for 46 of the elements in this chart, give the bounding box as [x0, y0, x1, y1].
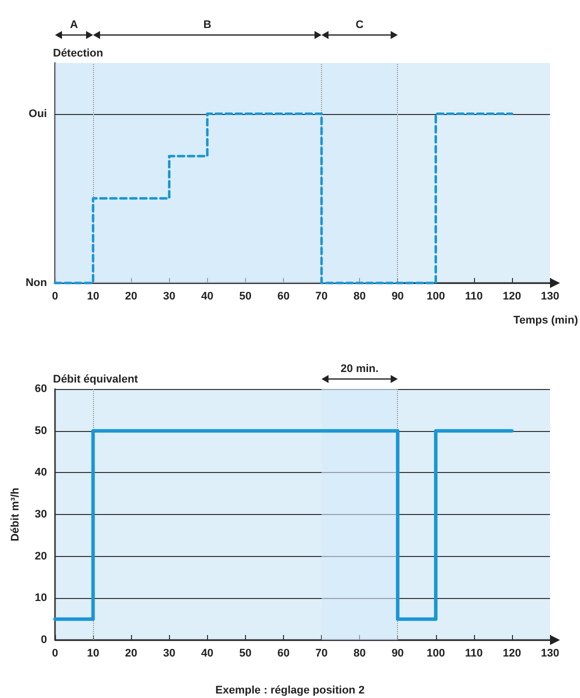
x-tick-label: 60 — [277, 290, 290, 302]
x-tick-label: 80 — [353, 290, 366, 302]
x-tick-label: 70 — [315, 648, 328, 660]
x-tick-label: 40 — [201, 290, 214, 302]
x-tick-label: 110 — [464, 648, 483, 660]
band-label: 20 min. — [340, 363, 379, 375]
x-tick-label: 10 — [86, 648, 100, 660]
y-tick-label: 60 — [34, 383, 47, 395]
y-tick-label: 40 — [34, 466, 47, 479]
x-tick-label: 120 — [502, 648, 522, 660]
x-tick-label: 50 — [239, 290, 252, 302]
x-tick-label: 130 — [540, 648, 560, 660]
x-tick-label: 10 — [86, 290, 100, 302]
x-tick-label: 90 — [392, 648, 404, 660]
x-tick-label: 30 — [163, 648, 176, 660]
y-tick-label: 30 — [34, 508, 47, 520]
chart-title: Détection — [53, 48, 104, 60]
x-tick-label: 130 — [540, 290, 560, 302]
x-axis-title: Exemple : réglage position 2 — [215, 684, 365, 696]
x-tick-label: 110 — [464, 290, 483, 302]
band-label: A — [70, 19, 78, 31]
ref-line-label: Oui — [28, 108, 47, 120]
y-tick-label: 20 — [34, 550, 47, 562]
x-tick-label: 120 — [502, 290, 522, 302]
x-tick-label: 40 — [201, 648, 214, 660]
y-axis-title: Débit m³/h — [10, 487, 22, 542]
y-tick-label: 50 — [34, 424, 47, 437]
chart-title: Débit équivalent — [53, 374, 138, 386]
band-label: C — [356, 19, 364, 31]
y-tick-label: 10 — [34, 592, 47, 604]
x-tick-label: 30 — [163, 290, 176, 302]
x-tick-label: 0 — [52, 290, 58, 302]
x-tick-label: 20 — [125, 648, 138, 660]
x-tick-label: 80 — [353, 648, 366, 660]
x-tick-label: 50 — [239, 648, 252, 660]
ref-line-label: Non — [26, 277, 48, 289]
x-tick-label: 70 — [315, 290, 328, 302]
y-tick-label: 0 — [40, 634, 47, 646]
x-tick-label: 100 — [426, 290, 445, 302]
x-axis-title: Temps (min) — [513, 314, 578, 326]
x-tick-label: 0 — [52, 648, 58, 660]
band-label: B — [203, 19, 212, 31]
x-tick-label: 90 — [392, 290, 404, 302]
x-tick-label: 20 — [125, 290, 138, 302]
x-tick-label: 60 — [277, 648, 290, 660]
x-tick-label: 100 — [426, 648, 445, 660]
